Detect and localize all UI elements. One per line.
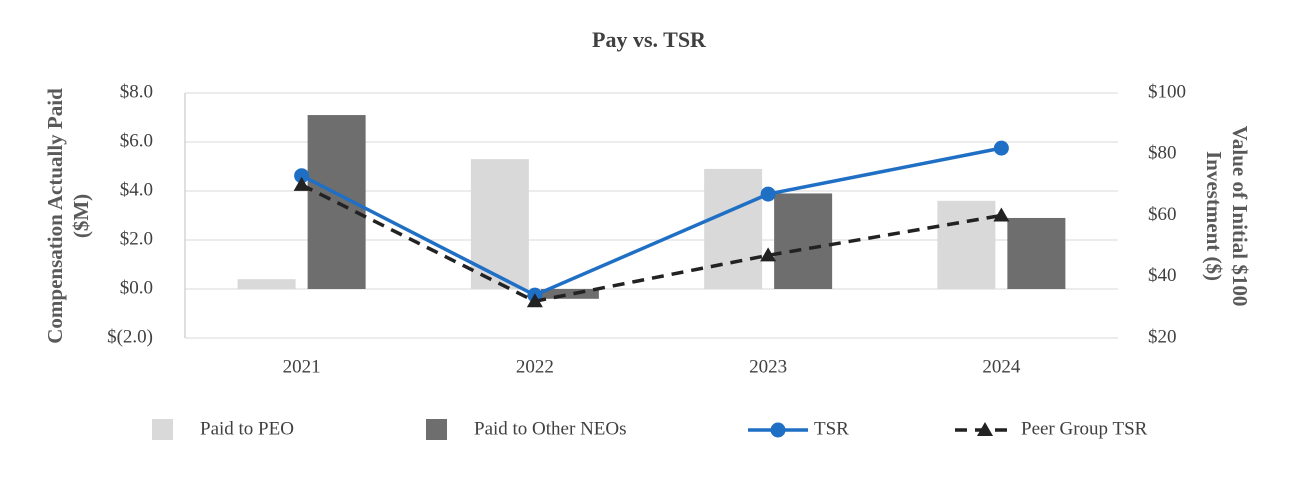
y2-tick-label: $60 [1148,204,1177,225]
point [993,140,1009,156]
point [526,293,543,308]
y2-tick-label: $20 [1148,326,1177,347]
legend-marker [977,422,993,436]
point [293,176,310,191]
point [760,186,776,202]
y2-tick-label: $100 [1148,81,1186,102]
legend-marker [770,422,786,438]
legend-swatch [426,419,447,440]
line [300,183,1002,304]
y-tick-label: $0.0 [120,277,153,298]
x-tick-label: 2022 [516,356,554,377]
y-axis-label: Compensation Actually Paid ($M) [43,88,93,344]
bar [937,200,996,289]
y2-axis-label: Value of Initial $100 Investment ($) [1202,125,1252,307]
legend-label: Paid to Other NEOs [474,418,627,439]
legend-label: Paid to PEO [200,418,294,439]
bar [470,159,529,289]
bar [1007,217,1066,289]
y-tick-label: $6.0 [120,130,153,151]
bar [540,289,599,299]
line [300,146,1002,298]
point [760,247,777,262]
y-tick-label: $(2.0) [107,326,153,347]
legend-label: Peer Group TSR [1021,418,1148,439]
bar [237,279,296,289]
y-tick-label: $4.0 [120,179,153,200]
x-tick-label: 2023 [749,356,787,377]
x-tick-label: 2024 [982,356,1021,377]
legend-swatch [152,419,173,440]
bar [704,168,763,289]
y-tick-label: $8.0 [120,81,153,102]
legend-label: TSR [814,418,849,439]
bar [307,115,366,289]
chart-title: Pay vs. TSR [592,27,707,52]
bar [774,193,833,289]
point [993,207,1010,222]
y-tick-label: $2.0 [120,228,153,249]
x-tick-label: 2021 [283,356,321,377]
y2-tick-label: $80 [1148,143,1177,164]
y2-tick-label: $40 [1148,265,1177,286]
point [294,168,310,184]
